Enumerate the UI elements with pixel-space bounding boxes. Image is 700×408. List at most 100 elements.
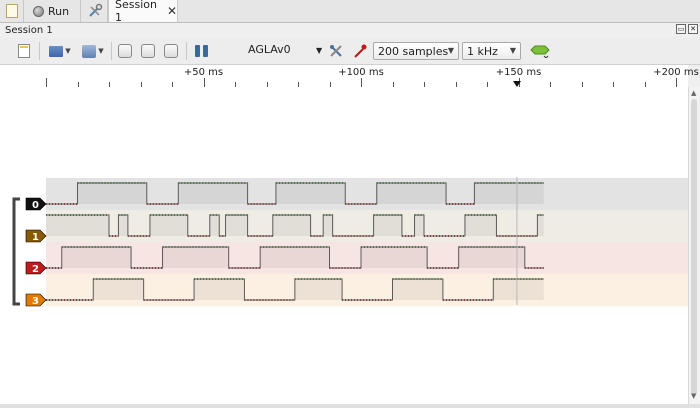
scrollbar-thumb[interactable] <box>691 99 697 395</box>
chevron-down-icon[interactable]: ▼ <box>316 46 323 55</box>
cursor-button[interactable] <box>192 42 212 60</box>
high-level-fill <box>260 247 330 268</box>
scroll-up-icon[interactable]: ▲ <box>691 89 697 97</box>
high-level-fill <box>376 183 447 204</box>
new-document-icon <box>5 4 18 18</box>
time-ruler[interactable]: +50 ms +100 ms +150 ms +200 ms <box>0 65 699 87</box>
session-title: Session 1 <box>5 24 53 36</box>
ruler-tick <box>141 82 142 87</box>
tab-bar: Run Session 1 ✕ <box>0 0 700 24</box>
device-config-button[interactable] <box>326 42 346 60</box>
channel-label-2[interactable]: 2 <box>25 261 47 275</box>
ruler-tick <box>487 82 488 87</box>
channel-label-3[interactable]: 3 <box>25 293 47 307</box>
high-level-fill <box>323 215 333 236</box>
wrench-icon <box>330 45 342 57</box>
chevron-down-icon: ▼ <box>98 47 104 55</box>
run-icon <box>33 5 44 17</box>
channel-tag-shape <box>25 261 47 275</box>
new-session-tab[interactable] <box>0 0 24 22</box>
save-button[interactable]: ▼ <box>78 42 108 60</box>
ruler-tick <box>172 82 173 87</box>
channel-trace-3[interactable] <box>46 274 688 306</box>
new-session-button[interactable] <box>14 42 34 60</box>
samples-select[interactable]: 200 samples ▼ <box>373 42 459 60</box>
ruler-tick <box>645 82 646 87</box>
toolbar-separator <box>111 42 112 60</box>
trace-area[interactable]: 0 1 2 3 <box>0 87 688 404</box>
zoom-out-button[interactable] <box>139 42 157 60</box>
high-level-fill <box>275 183 346 204</box>
channel-band <box>46 210 688 242</box>
high-level-fill <box>162 247 229 268</box>
high-level-fill <box>194 279 245 300</box>
ruler-label: +50 ms <box>183 67 224 78</box>
bottom-edge <box>0 404 700 408</box>
session-title-bar: Session 1 ▭ ✕ <box>0 23 700 37</box>
waveform-line <box>46 182 544 205</box>
ruler-tick <box>204 78 205 87</box>
high-level-fill <box>474 183 544 204</box>
high-level-fill <box>225 215 248 236</box>
channel-number: 1 <box>32 232 39 243</box>
high-level-fill <box>209 215 220 236</box>
channel-trace-1[interactable] <box>46 210 688 242</box>
high-level-fill <box>537 215 544 236</box>
run-button[interactable]: Run <box>25 0 81 22</box>
toolbar-separator <box>39 42 40 60</box>
close-window-icon[interactable]: ✕ <box>688 24 698 34</box>
high-level-fill <box>178 183 248 204</box>
decoder-button[interactable] <box>528 42 552 60</box>
toolbar: ▼ ▼ AGLAv0 ▼ 200 samples ▼ 1 kHz ▼ <box>0 38 700 65</box>
probe-config-button[interactable] <box>350 42 370 60</box>
channel-label-0[interactable]: 0 <box>25 197 47 211</box>
ruler-label: +100 ms <box>338 67 384 78</box>
ruler-tick <box>330 82 331 87</box>
high-level-fill <box>361 247 428 268</box>
channel-trace-0[interactable] <box>46 178 688 210</box>
tools-tab[interactable] <box>82 0 108 22</box>
ruler-tick <box>393 82 394 87</box>
ruler-tick <box>361 78 362 87</box>
float-window-icon[interactable]: ▭ <box>676 24 686 34</box>
ruler-tick <box>676 78 677 87</box>
high-level-fill <box>93 279 144 300</box>
tab-session-1[interactable]: Session 1 ✕ <box>108 0 178 24</box>
high-level-fill <box>392 279 443 300</box>
device-selector[interactable]: AGLAv0 <box>248 43 291 56</box>
waveform-line <box>46 278 544 301</box>
chevron-down-icon: ▼ <box>447 46 454 55</box>
scroll-down-icon[interactable]: ▼ <box>691 392 697 400</box>
channel-label-1[interactable]: 1 <box>25 229 47 243</box>
samplerate-select[interactable]: 1 kHz ▼ <box>462 42 521 60</box>
probe-icon <box>354 44 367 58</box>
ruler-tick <box>550 82 551 87</box>
ruler-tick <box>267 82 268 87</box>
high-level-fill <box>118 215 128 236</box>
high-level-fill <box>464 215 497 236</box>
channel-number: 3 <box>32 296 39 307</box>
zoom-fit-button[interactable] <box>162 42 180 60</box>
open-button[interactable]: ▼ <box>45 42 75 60</box>
high-level-fill <box>46 215 109 236</box>
channel-trace-2[interactable] <box>46 242 688 274</box>
high-level-fill <box>149 215 188 236</box>
high-level-fill <box>414 215 424 236</box>
channel-group-bracket[interactable] <box>12 197 20 306</box>
channel-tag-shape <box>25 229 47 243</box>
trace-viewport[interactable]: 0 1 2 3 <box>0 87 688 404</box>
session-tab-label: Session 1 <box>115 0 157 24</box>
ruler-tick <box>78 82 79 87</box>
trigger-marker-icon[interactable] <box>512 81 521 87</box>
waveform-line <box>46 214 544 237</box>
samplerate-value: 1 kHz <box>467 44 498 58</box>
zoom-in-button[interactable] <box>116 42 134 60</box>
zoom-fit-icon <box>164 44 178 58</box>
vertical-scrollbar[interactable]: ▲ ▼ <box>688 87 700 404</box>
close-icon[interactable]: ✕ <box>166 4 177 18</box>
zoom-out-icon <box>141 44 155 58</box>
chevron-down-icon: ▼ <box>65 47 71 55</box>
ruler-tick <box>109 82 110 87</box>
ruler-label: +150 ms <box>495 67 542 78</box>
chevron-down-icon: ▼ <box>509 46 516 55</box>
